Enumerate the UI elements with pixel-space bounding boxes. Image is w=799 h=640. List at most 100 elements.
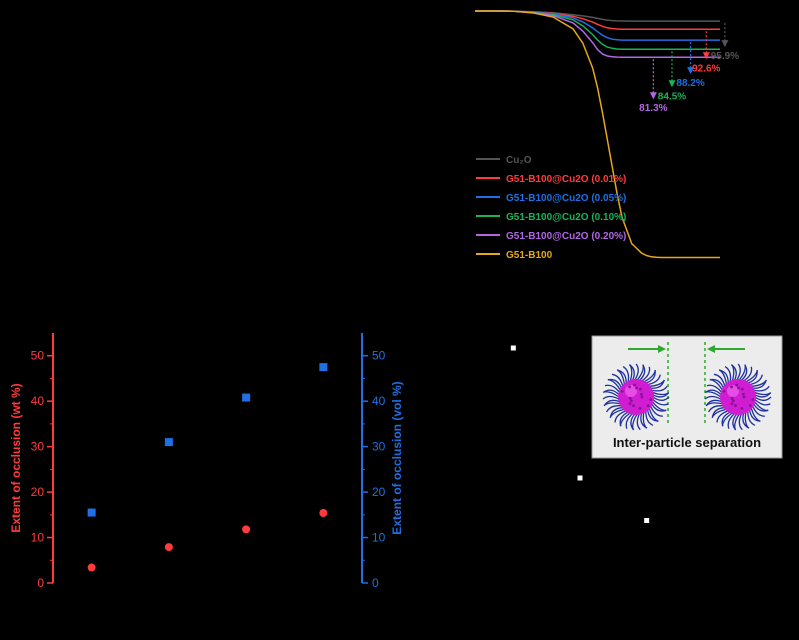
- particle-dot: [628, 396, 632, 400]
- vol-tick-label-0: 0: [372, 576, 379, 590]
- particle-hair: [652, 396, 670, 401]
- particle-dot: [730, 385, 734, 389]
- tga-series-line-4: [475, 10, 720, 58]
- particle-dot: [731, 399, 735, 403]
- particle-hair: [602, 389, 620, 396]
- particle-hair: [602, 395, 620, 400]
- tga-legend-label-5: G51-B100: [506, 250, 553, 261]
- particle-hair: [730, 364, 737, 381]
- vol-point-3: [319, 363, 328, 372]
- particle-hair: [606, 405, 622, 413]
- tga-lines: [475, 10, 720, 259]
- wt-point-2: [242, 525, 251, 534]
- particle-hair: [754, 396, 772, 401]
- particle-dot: [628, 385, 632, 389]
- particle-hair: [754, 392, 772, 398]
- particle-hair: [649, 405, 663, 417]
- separation-point-2: [644, 518, 650, 523]
- vol-tick-label-4: 40: [372, 394, 386, 408]
- vol-point-1: [164, 438, 173, 447]
- particle-dot: [640, 392, 643, 396]
- particle-hair: [711, 407, 725, 418]
- vol-tick-label-1: 10: [372, 531, 386, 545]
- particle-dot: [629, 399, 633, 403]
- particle-dot: [635, 386, 638, 390]
- separation-points: [510, 345, 650, 523]
- particle-hair: [751, 405, 765, 417]
- wt-tick-label-3: 30: [31, 440, 45, 454]
- particle-hair: [721, 411, 731, 427]
- tga-series-line-3: [475, 10, 720, 51]
- wt-axis-title: Extent of occlusion (wt %): [9, 383, 23, 532]
- particle-hair: [718, 369, 729, 384]
- particle-hair: [749, 374, 763, 386]
- particle-hair: [630, 413, 636, 431]
- tga-chart: 95.9%92.6% 88.2% 84.5%81.3% Cu₂O G51-B100@C…: [475, 10, 739, 261]
- particle-dot: [742, 395, 746, 399]
- vol-tick-label-3: 30: [372, 440, 386, 454]
- vol-tick-label-5: 50: [372, 349, 386, 363]
- particle-hair: [747, 410, 756, 426]
- particle-dot: [640, 395, 644, 399]
- particle-hair: [704, 389, 722, 396]
- particle-hair: [636, 413, 641, 431]
- particle-dot: [735, 383, 739, 387]
- particle-hair: [752, 379, 767, 389]
- tga-annotation-arrow-4: [649, 92, 657, 100]
- particle-hair: [640, 412, 648, 429]
- particle-hair: [724, 366, 732, 382]
- wt-tick-label-0: 0: [37, 576, 44, 590]
- tga-annotation-arrow-2: [687, 67, 695, 75]
- tga-series-line-2: [475, 10, 720, 41]
- particle-hair: [614, 410, 627, 423]
- particle-hair: [628, 364, 635, 381]
- particle-hair: [651, 403, 667, 412]
- tga-annotation-label-4: 81.3%: [639, 103, 667, 114]
- particle-hair: [748, 409, 761, 422]
- separation-point-0: [510, 345, 516, 351]
- tga-legend-label-2: G51-B100@Cu2O (0.05%): [506, 193, 626, 204]
- tga-annotation-label-3: 84.5%: [658, 91, 686, 102]
- particle-hair: [754, 398, 771, 406]
- particle-hair: [650, 379, 665, 389]
- particle-hair: [704, 395, 722, 400]
- vol-axis-title: Extent of occlusion (vol %): [390, 381, 404, 534]
- particle-hair: [639, 364, 646, 381]
- particle-hair: [645, 369, 656, 384]
- tga-annotation-arrow-0: [721, 40, 729, 48]
- arrow-left-icon: [707, 345, 745, 353]
- particle-right-icon: [704, 363, 772, 431]
- particle-dot: [734, 404, 737, 408]
- separation-chart: Inter-particle separation: [510, 335, 783, 523]
- particle-hair: [604, 384, 621, 393]
- particle-highlight: [625, 385, 637, 397]
- wt-point-0: [87, 563, 96, 572]
- particle-dot: [628, 402, 632, 406]
- particle-dot: [748, 404, 752, 408]
- particle-hair: [625, 413, 633, 429]
- particle-hair: [641, 366, 651, 382]
- particle-hair: [607, 378, 623, 389]
- particle-hair: [652, 398, 669, 406]
- tga-series-line-0: [475, 10, 720, 22]
- particle-hair: [706, 384, 723, 393]
- particle-hair: [646, 409, 659, 422]
- particle-highlight: [727, 385, 739, 397]
- vol-tick-label-2: 20: [372, 485, 386, 499]
- particle-dot: [633, 383, 637, 387]
- particle-left-icon: [602, 363, 670, 431]
- tga-legend-label-4: G51-B100@Cu2O (0.20%): [506, 231, 626, 242]
- particle-core: [618, 379, 654, 415]
- particle-core: [720, 379, 756, 415]
- particle-hair: [647, 374, 661, 386]
- particle-hair: [651, 385, 668, 392]
- particle-hair: [713, 373, 726, 387]
- tga-legend-label-1: G51-B100@Cu2O (0.01%): [506, 174, 626, 185]
- vol-point-2: [242, 393, 251, 402]
- arrow-right-icon: [628, 345, 666, 353]
- inset-panel: Inter-particle separation: [591, 335, 783, 459]
- wt-tick-label-5: 50: [31, 349, 45, 363]
- particle-hair: [708, 405, 724, 413]
- particle-dot: [730, 396, 734, 400]
